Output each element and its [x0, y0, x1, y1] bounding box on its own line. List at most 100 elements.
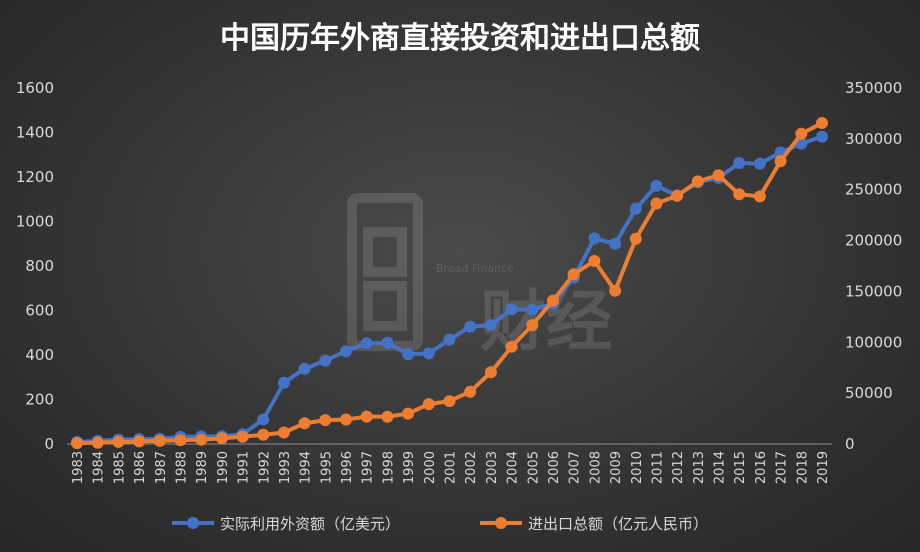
series-1-point	[609, 284, 622, 297]
x-axis: 1983 1984 1985 1986 1987 1988 1989 1990 1991 1992…	[71, 451, 831, 484]
series-1-point	[588, 255, 601, 267]
watermark-brand-en: Bread Finance	[436, 262, 514, 275]
series-1-point	[174, 434, 187, 447]
left-tick-label: 800	[25, 257, 54, 275]
series-1-point	[422, 398, 435, 411]
right-tick-label: 200000	[845, 232, 902, 250]
legend-marker-fdi	[187, 517, 199, 529]
watermark-logo-inner-bottom	[363, 281, 407, 331]
series-0-point	[650, 179, 663, 192]
legend-label-fdi: 实际利用外资额（亿美元）	[220, 515, 400, 533]
x-tick-label: 2011	[650, 451, 665, 484]
series-1-point	[547, 294, 559, 307]
right-axis: 0 50000 100000 150000 200000 250000 300000 3500…	[845, 79, 902, 453]
watermark-logo-inner-top	[363, 227, 407, 277]
x-tick-label: 1991	[237, 451, 252, 484]
series-0-point	[298, 362, 311, 375]
series-0-point	[381, 336, 394, 349]
left-tick-label: 1000	[16, 213, 54, 231]
left-tick-label: 0	[44, 435, 54, 453]
series-0-point	[319, 354, 332, 367]
series-1-point	[753, 190, 766, 203]
series-1-point	[526, 319, 539, 332]
x-tick-label: 1994	[299, 451, 314, 484]
series-1-point	[340, 413, 352, 426]
series-1-point	[360, 410, 373, 423]
series-0-point	[402, 348, 415, 361]
series-1-point	[733, 188, 746, 201]
x-tick-label: 2001	[444, 451, 459, 484]
series-1-point	[236, 430, 249, 443]
series-1-point	[195, 433, 208, 446]
series-0-point	[257, 413, 270, 426]
x-tick-label: 2012	[671, 451, 686, 484]
series-0-point	[816, 130, 828, 143]
right-tick-label: 300000	[845, 130, 902, 148]
legend-label-trade: 进出口总额（亿元人民币）	[528, 515, 708, 533]
series-0-point	[753, 157, 766, 170]
legend-marker-trade	[495, 517, 507, 529]
series-1-point	[257, 428, 270, 441]
x-tick-label: 1992	[257, 451, 272, 484]
x-tick-label: 2003	[485, 451, 500, 484]
x-tick-label: 1993	[278, 451, 293, 484]
x-tick-label: 2017	[775, 451, 790, 484]
series-0-point	[443, 333, 456, 346]
x-tick-label: 2019	[816, 451, 831, 484]
series-1-point	[629, 232, 642, 245]
right-tick-label: 350000	[845, 79, 902, 97]
right-tick-label: 150000	[845, 282, 902, 300]
x-tick-label: 2013	[692, 451, 707, 484]
left-tick-label: 400	[25, 346, 54, 364]
x-tick-label: 2002	[464, 451, 479, 484]
x-tick-label: 1988	[174, 451, 189, 484]
x-tick-label: 2008	[588, 451, 603, 484]
series-0-point	[484, 319, 497, 331]
series-1-point	[91, 436, 104, 449]
x-tick-label: 2015	[733, 451, 748, 484]
left-tick-label: 1600	[16, 79, 54, 97]
series-0-point	[360, 337, 373, 350]
x-tick-label: 2007	[568, 451, 583, 484]
x-tick-label: 1987	[154, 451, 169, 484]
series-1-point	[774, 155, 787, 168]
series-0-point	[526, 303, 539, 316]
left-axis: 0 200 400 600 800 1000 1200 1400 1600	[16, 79, 54, 453]
x-tick-label: 2010	[630, 451, 645, 484]
x-tick-label: 2000	[423, 451, 438, 484]
right-tick-label: 50000	[845, 384, 893, 402]
series-1-point	[319, 414, 332, 427]
x-tick-label: 1997	[361, 451, 376, 484]
left-tick-label: 600	[25, 302, 54, 320]
x-tick-label: 1985	[112, 451, 127, 484]
watermark-brand-cn: 财经	[480, 283, 612, 360]
series-1-point	[816, 117, 828, 129]
series-1-point	[671, 189, 684, 202]
x-tick-label: 1995	[319, 451, 334, 484]
series-1-point	[381, 410, 394, 423]
series-1-point	[153, 434, 166, 447]
series-1	[71, 117, 828, 450]
series-1-point	[484, 366, 497, 379]
series-1-point	[298, 417, 311, 430]
x-tick-label: 2004	[506, 451, 521, 484]
series-1-point	[402, 407, 415, 420]
x-tick-label: 1984	[92, 451, 107, 484]
x-tick-label: 1983	[71, 451, 86, 484]
series-1-point	[691, 175, 704, 188]
series-0-point	[505, 303, 518, 316]
legend: 实际利用外资额（亿美元） 进出口总额（亿元人民币）	[172, 515, 708, 533]
x-tick-label: 1999	[402, 451, 417, 484]
x-tick-label: 2016	[754, 451, 769, 484]
left-tick-label: 1400	[16, 124, 54, 142]
x-tick-label: 1990	[216, 451, 231, 484]
right-tick-label: 250000	[845, 181, 902, 199]
series-0-point	[277, 376, 290, 389]
legend-item-fdi: 实际利用外资额（亿美元）	[172, 515, 400, 533]
right-tick-label: 0	[845, 435, 855, 453]
series-1-point	[71, 437, 83, 450]
right-tick-label: 100000	[845, 333, 902, 351]
series-1-point	[215, 432, 228, 445]
series-1-point	[712, 169, 725, 182]
